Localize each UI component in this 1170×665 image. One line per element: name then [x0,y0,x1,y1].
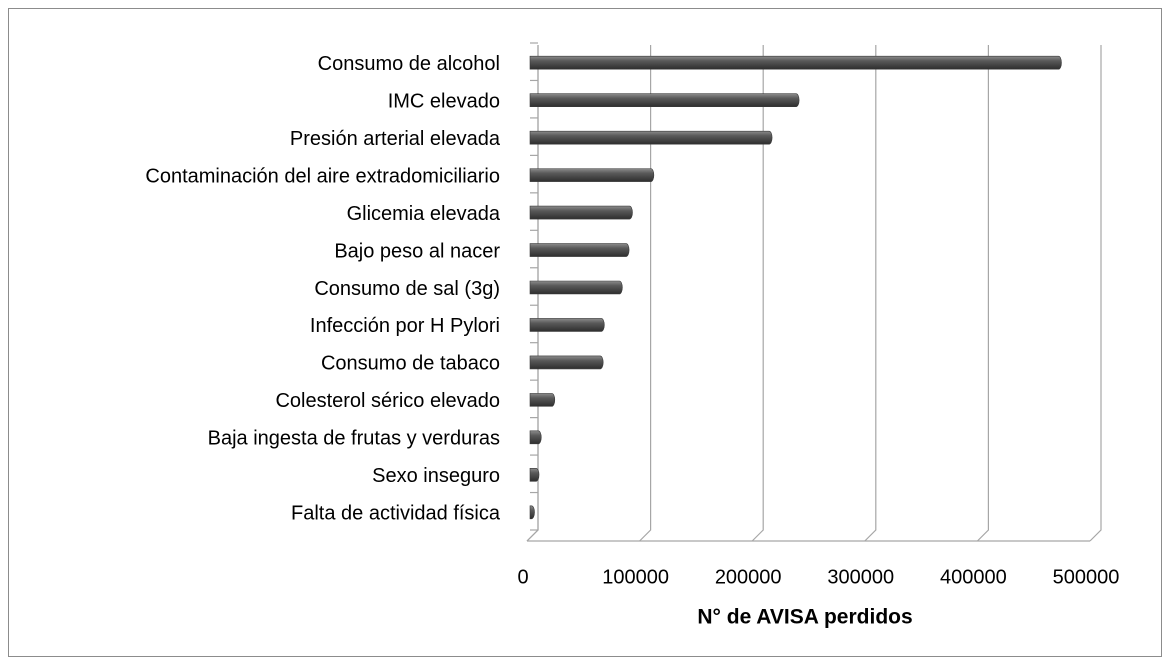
y-tick-label: Contaminación del aire extradomiciliario [145,165,500,187]
grid-line [1089,45,1102,542]
bar [529,505,535,520]
grid-line [639,45,652,542]
x-tick-label: 200000 [715,566,782,588]
y-tick-label: Consumo de tabaco [321,353,500,375]
bar [529,393,556,407]
grid-line [751,45,764,542]
y-tick-label: Sexo inseguro [372,465,500,487]
bar [529,280,623,295]
y-tick-label: Colesterol sérico elevado [275,390,500,412]
y-tick-label: Glicemia elevada [347,203,501,225]
y-tick-label: Infección por H Pylori [310,315,500,337]
x-tick-label: 500000 [1053,566,1120,588]
y-tick-label: Bajo peso al nacer [334,240,500,262]
y-tick-label: Baja ingesta de frutas y verduras [208,428,500,450]
y-tick-label: Consumo de alcohol [318,53,500,75]
y-tick-label: Falta de actividad física [291,503,501,525]
grid-line [864,45,877,542]
bar [529,168,655,182]
bar [529,318,605,332]
bar [529,430,542,445]
bar [529,243,630,257]
y-tick-label: IMC elevado [388,90,500,112]
x-tick-label: 300000 [827,566,894,588]
bar [529,55,1062,70]
x-axis-label: N° de AVISA perdidos [697,606,912,629]
bar [529,205,633,220]
y-tick-label: Consumo de sal (3g) [314,278,500,300]
bar [529,130,773,145]
x-tick-label: 0 [517,566,528,588]
bar [529,355,604,370]
x-tick-label: 400000 [940,566,1007,588]
x-tick-label: 100000 [602,566,669,588]
chart-border [8,8,1162,657]
bar [529,93,800,107]
y-tick-label: Presión arterial elevada [290,128,501,150]
bar [529,468,540,482]
grid-line [976,45,989,542]
